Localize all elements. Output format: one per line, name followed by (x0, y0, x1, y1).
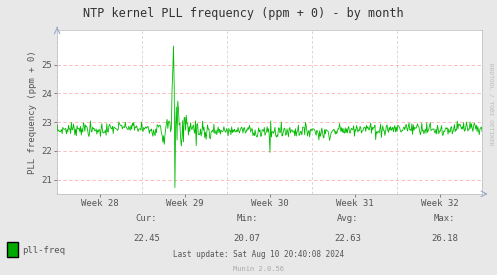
Text: 26.18: 26.18 (431, 234, 458, 243)
Text: Last update: Sat Aug 10 20:40:08 2024: Last update: Sat Aug 10 20:40:08 2024 (173, 250, 344, 259)
Text: Munin 2.0.56: Munin 2.0.56 (233, 266, 284, 272)
Text: Avg:: Avg: (337, 214, 359, 223)
Text: Cur:: Cur: (136, 214, 158, 223)
Text: Min:: Min: (236, 214, 258, 223)
Text: RRDTOOL / TOBI OETIKER: RRDTOOL / TOBI OETIKER (489, 63, 494, 146)
Text: 22.45: 22.45 (133, 234, 160, 243)
Text: 20.07: 20.07 (234, 234, 260, 243)
Text: NTP kernel PLL frequency (ppm + 0) - by month: NTP kernel PLL frequency (ppm + 0) - by … (83, 7, 404, 20)
Text: 22.63: 22.63 (334, 234, 361, 243)
Text: pll-freq: pll-freq (22, 246, 66, 255)
Text: Max:: Max: (434, 214, 456, 223)
Y-axis label: PLL frequency (ppm + 0): PLL frequency (ppm + 0) (28, 50, 37, 174)
